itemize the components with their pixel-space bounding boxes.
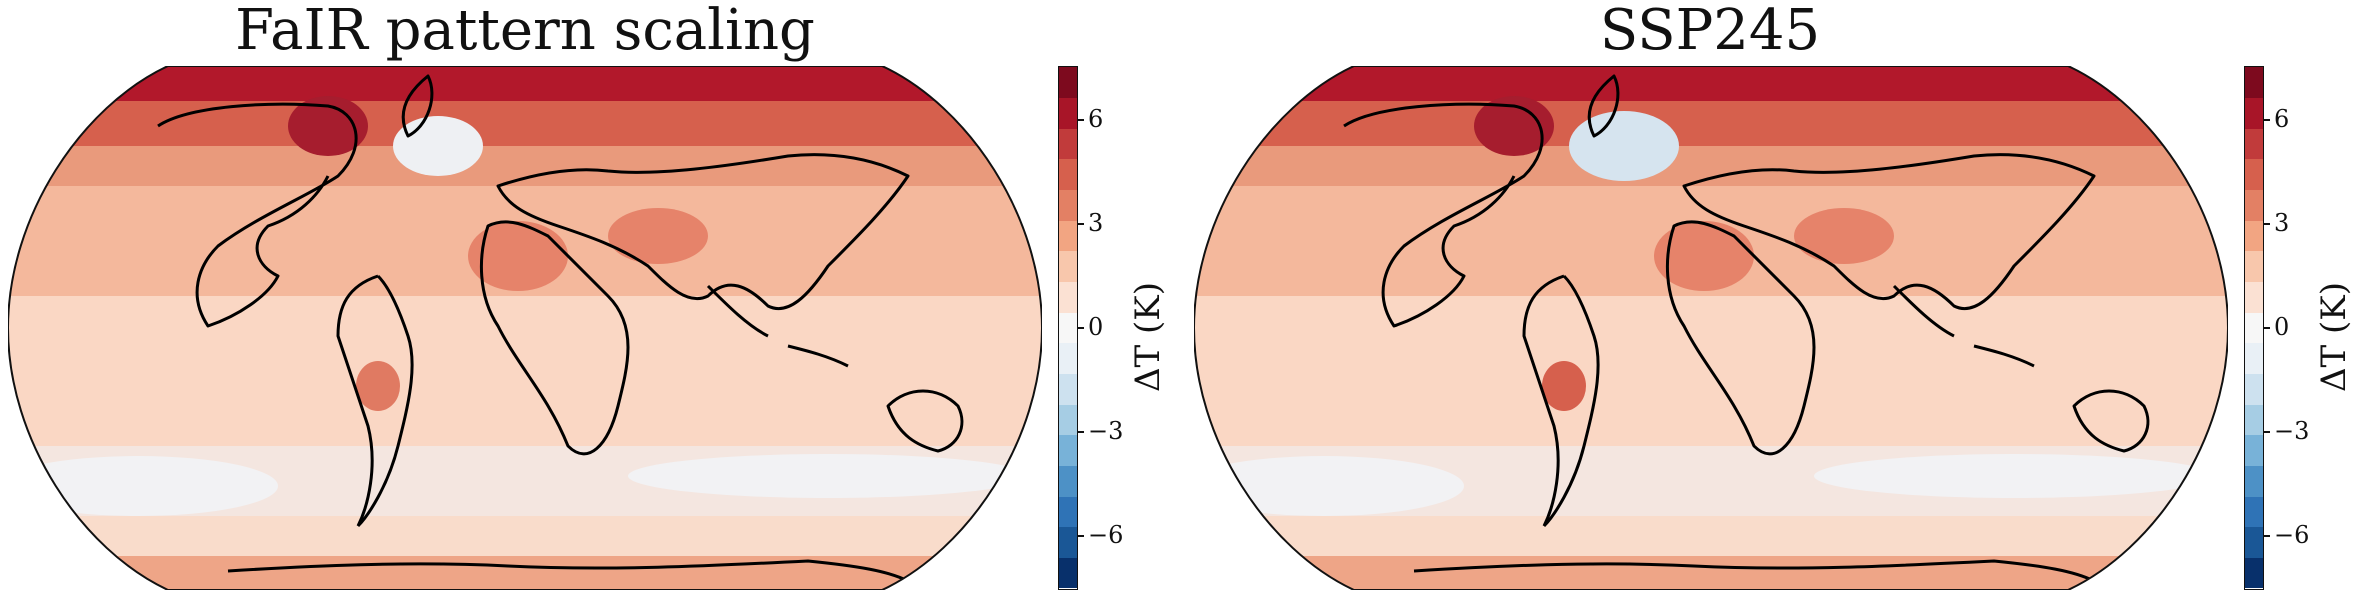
colorbar-segment: [1059, 67, 1077, 99]
colorbar-segment: [2245, 97, 2263, 129]
colorbar-segment: [2245, 312, 2263, 344]
colorbar-segment: [1059, 189, 1077, 221]
colorbar-segment: [2245, 342, 2263, 374]
colorbar-tick-label: −6: [1088, 521, 1124, 550]
map-ssp245: [1194, 66, 2228, 590]
colorbar-tick-mark: [1078, 118, 1084, 121]
coastlines-right: [1343, 74, 2150, 583]
colorbar-label-right: ΔT (K): [2314, 282, 2354, 392]
colorbar-label-left: ΔT (K): [1128, 282, 1168, 392]
colorbar-segment: [2245, 250, 2263, 283]
panel-title-right: SSP245: [1599, 0, 1821, 63]
colorbar-tick-mark: [2264, 431, 2270, 434]
colorbar-tick-label: −3: [1088, 417, 1124, 446]
colorbar-segment: [1059, 496, 1077, 528]
colorbar-segment: [1059, 97, 1077, 129]
colorbar-segment: [1059, 312, 1077, 344]
colorbar-segment: [1059, 158, 1077, 191]
colorbar-tick-label: 6: [2274, 104, 2290, 133]
colorbar-segment: [1059, 404, 1077, 436]
colorbar-right: [2244, 66, 2264, 590]
map-frame-right: [1194, 66, 2228, 590]
colorbar-segment: [2245, 465, 2263, 497]
colorbar-tick-mark: [2264, 118, 2270, 121]
colorbar-segment: [1059, 557, 1077, 589]
colorbar-tick-label: 3: [2274, 208, 2290, 237]
colorbar-tick-mark: [2264, 222, 2270, 225]
colorbar-segment: [2245, 128, 2263, 160]
colorbar-segment: [2245, 404, 2263, 436]
colorbar-segment: [1059, 342, 1077, 374]
colorbar-segment: [2245, 557, 2263, 589]
colorbar-segment: [1059, 434, 1077, 466]
colorbar-tick-mark: [1078, 222, 1084, 225]
colorbar-segment: [1059, 526, 1077, 558]
colorbar-segment: [1059, 128, 1077, 160]
colorbar-segment: [1059, 250, 1077, 283]
colorbar-segment: [1059, 220, 1077, 252]
colorbar-tick-label: −3: [2274, 417, 2310, 446]
panel-title-left: FaIR pattern scaling: [235, 0, 815, 63]
north-atlantic-cooling: [393, 116, 483, 176]
colorbar-segment: [2245, 67, 2263, 99]
colorbar-tick-label: 0: [1088, 313, 1104, 341]
coastlines-left: [157, 74, 964, 583]
colorbar-segment: [2245, 526, 2263, 558]
colorbar-tick-label: 0: [2274, 313, 2290, 341]
map-fair-pattern-scaling: [8, 66, 1042, 590]
colorbar-segment: [2245, 281, 2263, 313]
colorbar-segment: [1059, 281, 1077, 313]
colorbar-tick-label: 6: [1088, 104, 1104, 133]
colorbar-tick-mark: [2264, 535, 2270, 538]
north-atlantic-cooling-right: [1569, 111, 1679, 181]
colorbar-segment: [2245, 496, 2263, 528]
colorbar-left: [1058, 66, 1078, 590]
colorbar-segment: [1059, 373, 1077, 405]
colorbar-tick-label: 3: [1088, 208, 1104, 237]
map-frame-left: [8, 66, 1042, 590]
colorbar-segment: [2245, 434, 2263, 466]
colorbar-segment: [2245, 158, 2263, 191]
colorbar-segment: [2245, 189, 2263, 221]
colorbar-tick-mark: [2264, 327, 2270, 329]
colorbar-tick-label: −6: [2274, 521, 2310, 550]
arctic-band: [8, 66, 1042, 101]
colorbar-segment: [2245, 373, 2263, 405]
colorbar-tick-mark: [1078, 431, 1084, 434]
colorbar-tick-mark: [1078, 535, 1084, 538]
colorbar-segment: [2245, 220, 2263, 252]
colorbar-segment: [1059, 465, 1077, 497]
colorbar-tick-mark: [1078, 327, 1084, 329]
